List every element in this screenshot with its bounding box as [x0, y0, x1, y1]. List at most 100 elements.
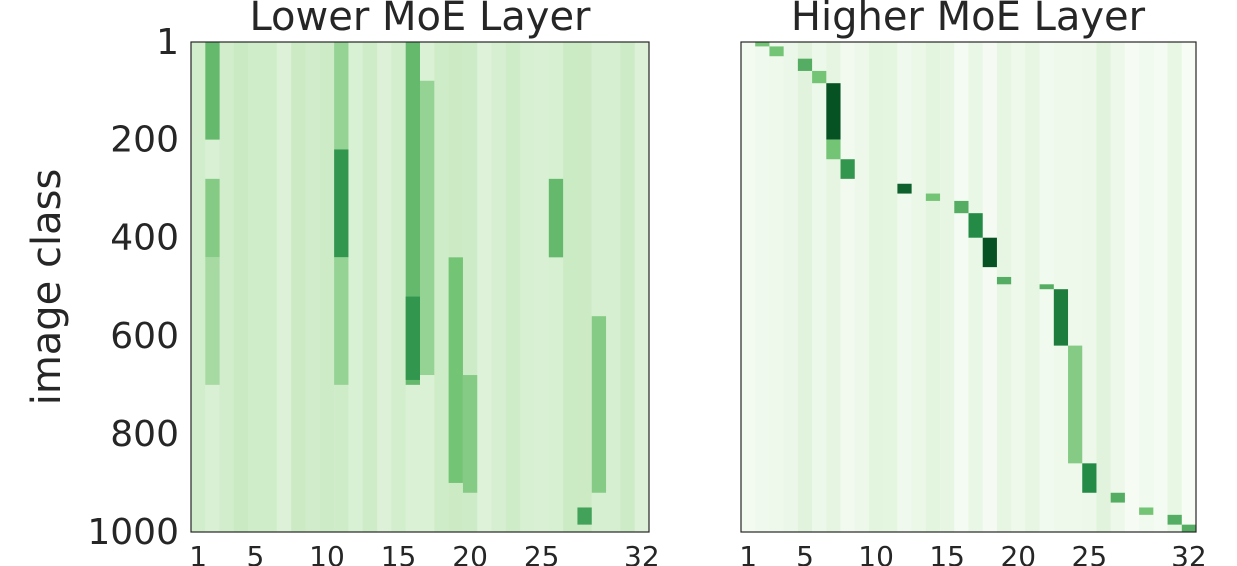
heatmap-column [548, 42, 564, 532]
heatmap-column [1096, 42, 1111, 532]
heatmap-column [968, 42, 983, 532]
heatmap-column [577, 42, 592, 532]
heatmap-cell-expert-18 [982, 237, 997, 268]
x-tick-label: 15 [929, 540, 965, 566]
heatmap-column [755, 42, 770, 532]
heatmap-cell-expert-2 [755, 42, 770, 47]
heatmap-column [897, 42, 912, 532]
heatmap-cell-expert-2 [205, 178, 220, 258]
chart-title-lower: Lower MoE Layer [249, 0, 591, 40]
x-ticks-higher: 1 5 10 15 20 25 32 [739, 540, 1207, 566]
x-tick-label: 10 [858, 540, 894, 566]
heatmap-column [769, 42, 784, 532]
heatmap-column [797, 42, 813, 532]
heatmap-column [319, 42, 335, 532]
heatmap-column [1025, 42, 1040, 532]
heatmap-cell-expert-14 [925, 193, 941, 201]
x-tick-label: 1 [739, 540, 757, 566]
heatmap-cell-expert-26 [548, 178, 564, 258]
heatmap-column [940, 42, 955, 532]
y-tick-label: 200 [110, 120, 179, 161]
heatmap-column [191, 42, 206, 532]
heatmap-column [868, 42, 884, 532]
heatmap-cell-expert-3 [769, 46, 784, 57]
heatmap-cell-expert-17 [968, 213, 983, 238]
heatmap-column [391, 42, 406, 532]
y-ticks-lower: 1 200 400 600 800 1000 [87, 22, 179, 553]
heatmap-column [996, 42, 1012, 532]
heatmap-column [262, 42, 277, 532]
heatmap-column [1082, 42, 1097, 532]
y-tick-label: 400 [110, 218, 179, 259]
heatmap-cell-expert-11 [334, 149, 349, 258]
x-tick-label: 25 [1072, 540, 1108, 566]
heatmap-column [741, 42, 756, 532]
plot-frame-lower [190, 41, 650, 533]
heatmap-column [1139, 42, 1154, 532]
x-tick-label: 25 [524, 540, 560, 566]
heatmap-column [491, 42, 506, 532]
x-tick-label: 20 [452, 540, 488, 566]
heatmap-column [783, 42, 798, 532]
y-tick-label: 1000 [87, 512, 179, 553]
x-tick-label: 5 [246, 540, 264, 566]
heatmap-column [854, 42, 869, 532]
heatmap-column [911, 42, 926, 532]
heatmap-cell-expert-25 [1082, 463, 1097, 493]
x-ticks-lower: 1 5 10 15 20 25 32 [189, 540, 659, 566]
heatmap-column [1181, 42, 1196, 532]
heatmap-column [982, 42, 997, 532]
heatmap-column [606, 42, 621, 532]
heatmap-column [1011, 42, 1026, 532]
heatmap-column [563, 42, 578, 532]
heatmap-column [1153, 42, 1168, 532]
y-axis-label: image class [24, 169, 70, 406]
panel-higher-moe: Higher MoE Layer 1 5 10 15 20 25 32 [739, 0, 1207, 566]
heatmap-cell-expert-22 [1039, 284, 1054, 290]
heatmap-cell-expert-16 [405, 296, 420, 380]
plot-frame-higher [740, 41, 1197, 533]
heatmap-column [812, 42, 827, 532]
heatmap-column [233, 42, 249, 532]
heatmap-cell-expert-6 [812, 70, 827, 84]
heatmap-column [362, 42, 378, 532]
heatmap-cell-expert-7 [826, 83, 841, 140]
heatmap-cell-expert-2 [205, 257, 220, 385]
heatmap-cell-expert-11 [334, 42, 349, 150]
heatmap-cell-expert-27 [1110, 492, 1125, 503]
heatmap-cell-expert-23 [1053, 289, 1069, 346]
heatmap-cell-expert-19 [996, 276, 1012, 285]
heatmap-cell-expert-7 [826, 139, 841, 160]
heatmap-column [305, 42, 320, 532]
heatmap-column [534, 42, 549, 532]
heatmap-cell-expert-29 [1139, 507, 1154, 515]
heatmap-cell-expert-32 [1181, 524, 1196, 532]
heatmap-column [1167, 42, 1182, 532]
heatmap-column [434, 42, 449, 532]
heatmap-column [505, 42, 521, 532]
heatmap-column [1053, 42, 1069, 532]
heatmap-cell-expert-16 [954, 200, 969, 214]
heatmap-column [883, 42, 898, 532]
heatmap-cell-expert-5 [797, 58, 813, 71]
heatmap-cell-expert-31 [1167, 514, 1182, 525]
heatmap-column [1124, 42, 1140, 532]
heatmap-column [954, 42, 969, 532]
chart-title-higher: Higher MoE Layer [791, 0, 1146, 40]
heatmap-cell-expert-24 [1068, 345, 1083, 464]
heatmap-cell-expert-12 [897, 183, 912, 194]
heatmap-column [620, 42, 635, 532]
heatmap-cell-expert-8 [840, 159, 855, 179]
heatmap-cell-expert-29 [591, 316, 607, 493]
heatmap-higher [741, 42, 1196, 532]
heatmap-column [477, 42, 492, 532]
x-tick-label: 5 [796, 540, 814, 566]
x-tick-label: 10 [309, 540, 345, 566]
heatmap-column [520, 42, 535, 532]
y-tick-label: 600 [110, 316, 179, 357]
heatmap-cell-expert-28 [577, 507, 592, 525]
heatmap-column [219, 42, 234, 532]
heatmap-column [826, 42, 841, 532]
